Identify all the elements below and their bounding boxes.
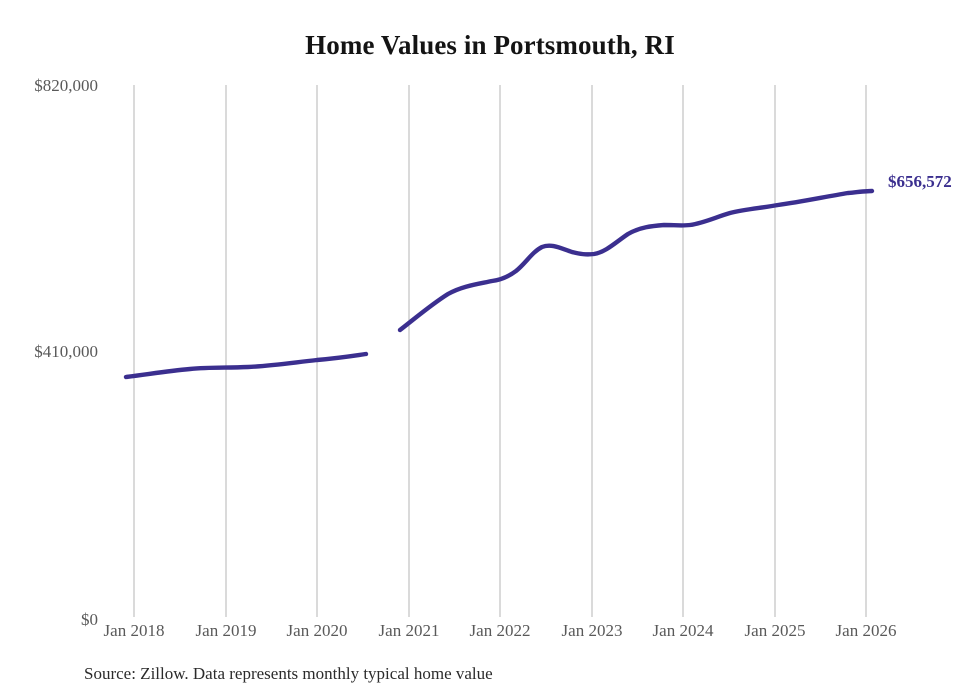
x-axis-label-jan-2023: Jan 2023: [561, 621, 623, 640]
series-segment-1: [123, 351, 369, 380]
data-series-typical-home-value: [123, 188, 875, 380]
x-axis-label-jan-2019: Jan 2019: [195, 621, 257, 640]
y-axis-label-min: $0: [81, 610, 98, 629]
source-note: Source: Zillow. Data represents monthly …: [84, 664, 493, 683]
x-axis-label-jan-2021: Jan 2021: [378, 621, 440, 640]
gridlines: [133, 85, 867, 617]
chart-title: Home Values in Portsmouth, RI: [305, 30, 675, 60]
x-axis-label-jan-2020: Jan 2020: [286, 621, 348, 640]
x-axis-label-jan-2022: Jan 2022: [469, 621, 531, 640]
series-segment-2: [397, 188, 875, 333]
x-axis-label-jan-2018: Jan 2018: [103, 621, 165, 640]
x-axis-label-jan-2026: Jan 2026: [835, 621, 897, 640]
x-axis-label-jan-2024: Jan 2024: [652, 621, 714, 640]
x-axis-label-jan-2025: Jan 2025: [744, 621, 806, 640]
y-axis-label-mid: $410,000: [34, 342, 98, 361]
end-value-annotation: $656,572: [888, 172, 952, 191]
y-axis-label-max: $820,000: [34, 76, 98, 95]
